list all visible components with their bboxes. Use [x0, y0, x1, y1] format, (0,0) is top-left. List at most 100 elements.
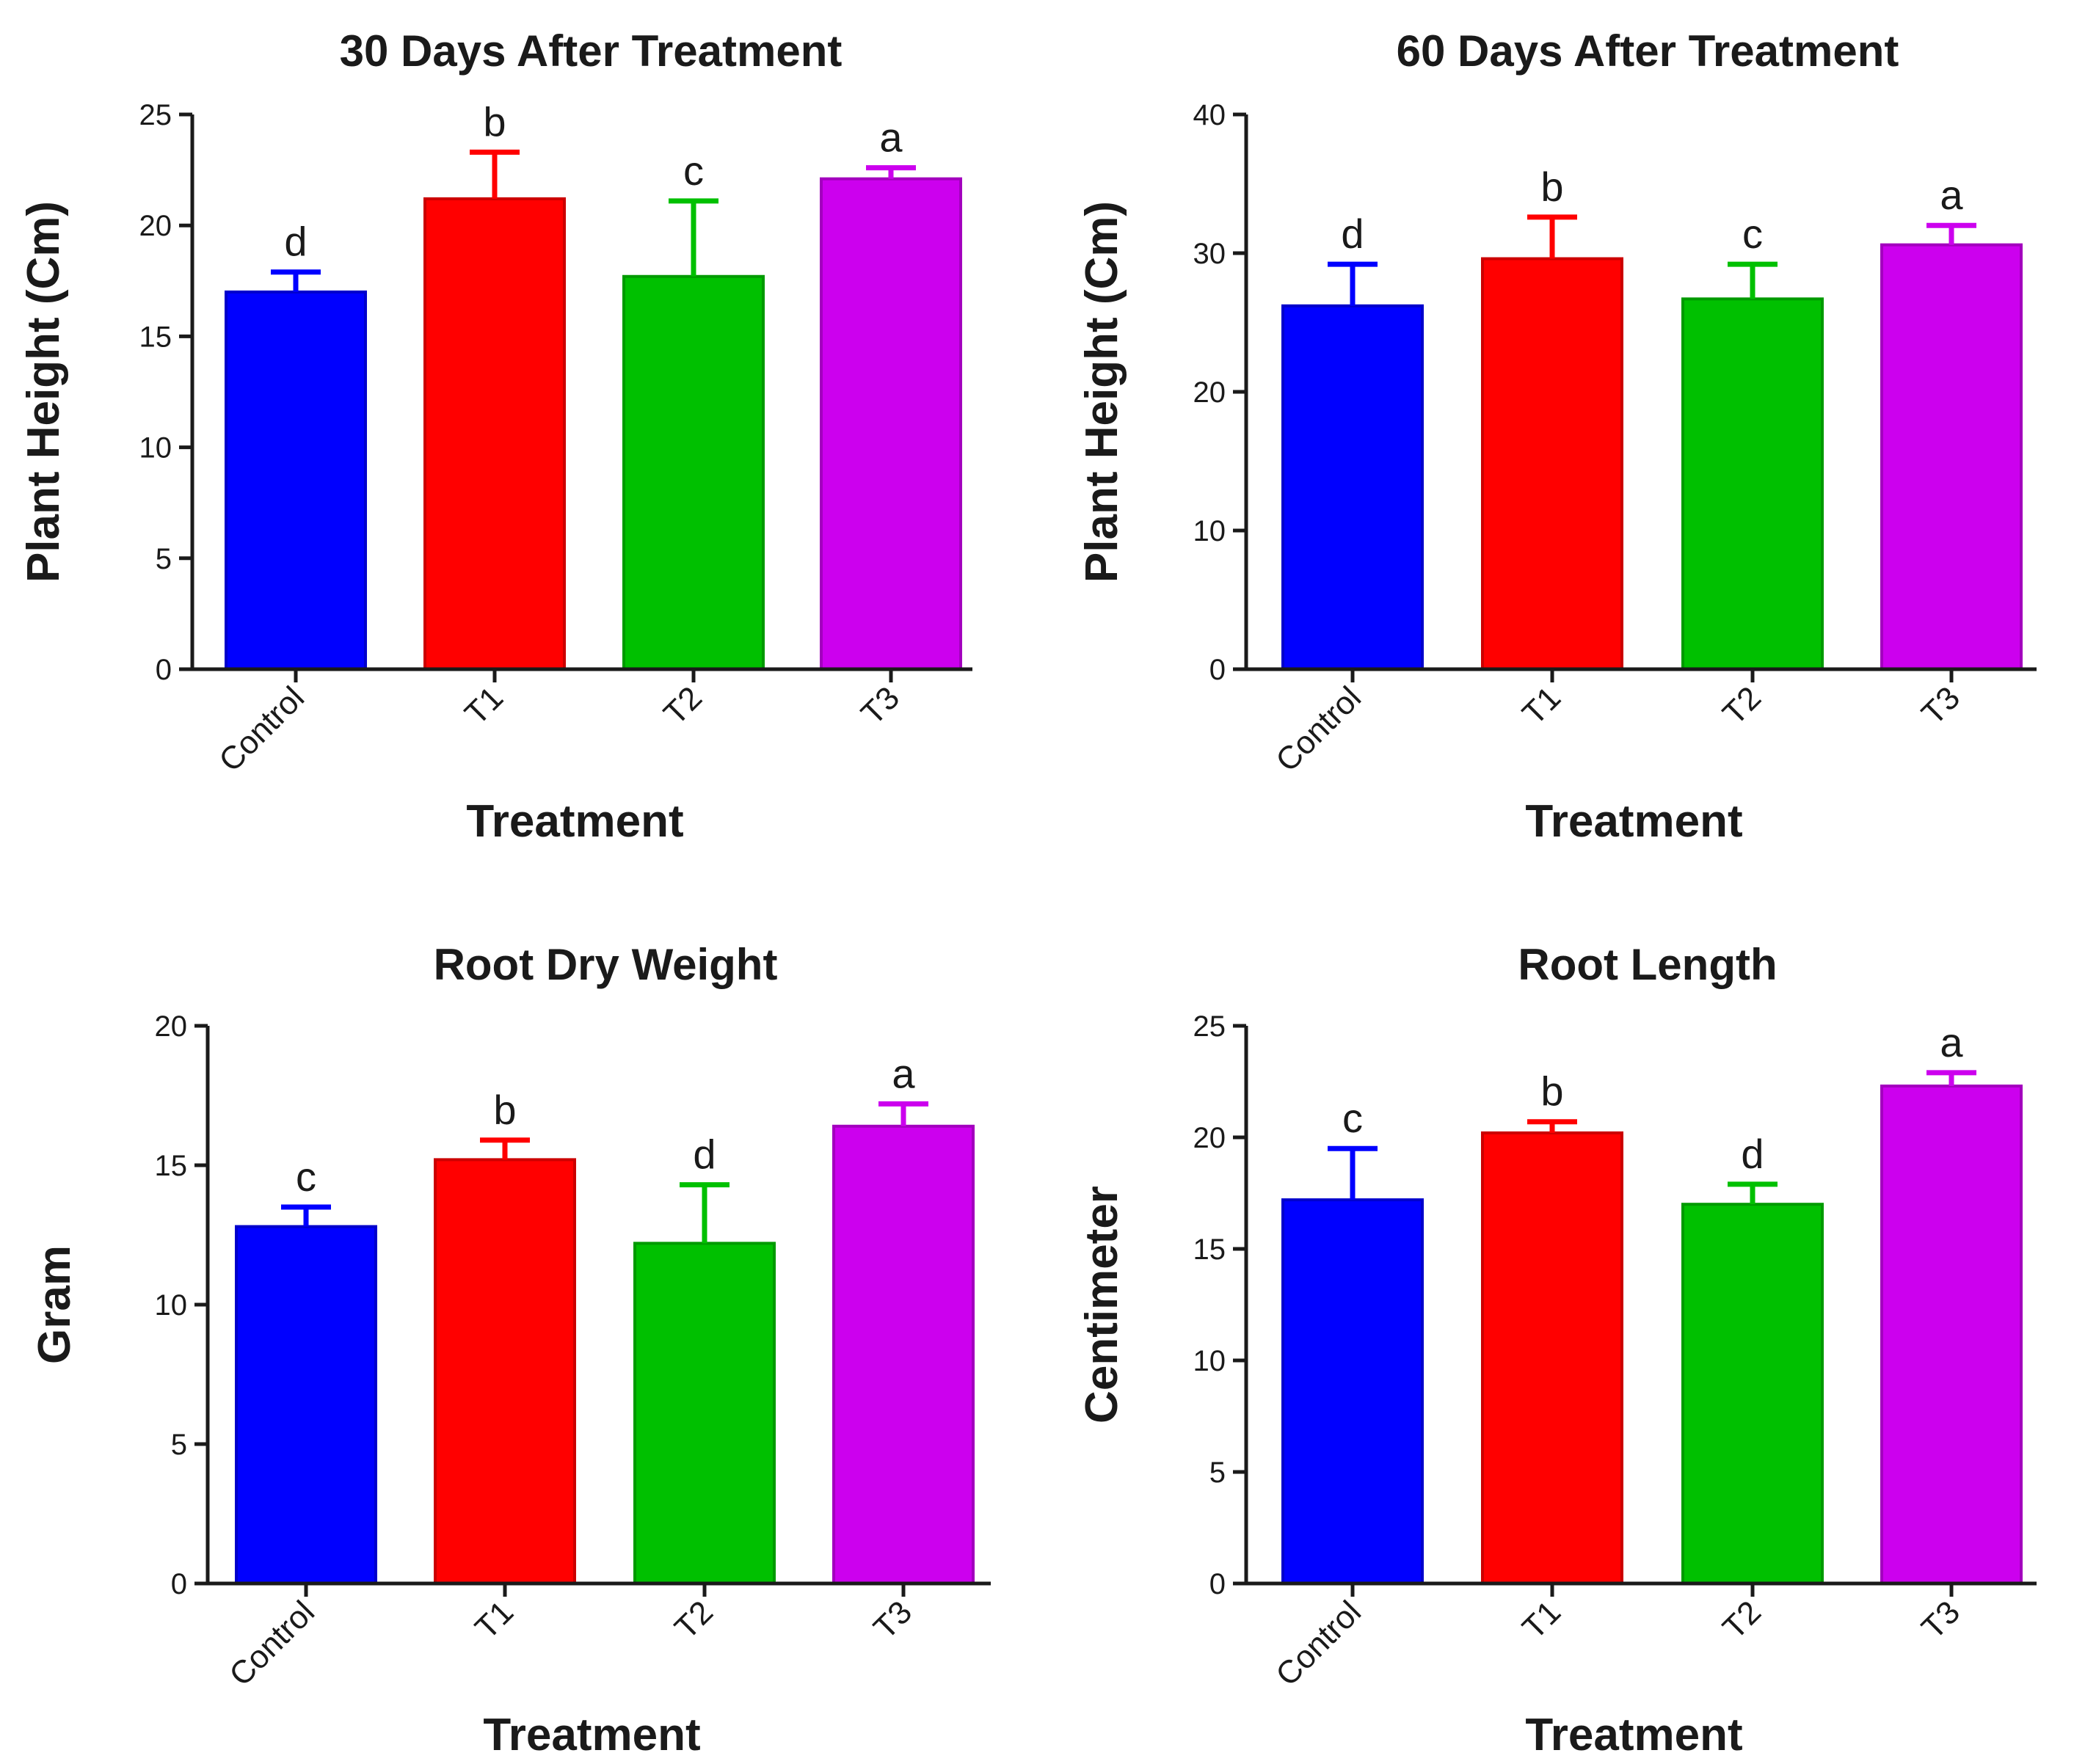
y-tick-label: 0 [156, 654, 172, 686]
y-tick-label: 5 [1209, 1457, 1226, 1489]
bar-group-t2: d [1681, 1131, 1824, 1585]
bar [1281, 304, 1424, 671]
x-tick-label: T2 [1716, 1594, 1768, 1646]
y-axis-label: Plant Height (Cm) [18, 201, 69, 583]
x-axis-label: Treatment [1525, 1710, 1742, 1760]
y-axis-label: Gram [29, 1245, 80, 1364]
y-tick-label: 10 [1193, 515, 1226, 547]
y-tick-label: 15 [155, 1150, 188, 1182]
y-tick-label: 20 [155, 1010, 188, 1043]
y-tick-label: 10 [155, 1289, 188, 1322]
bar [434, 1158, 576, 1585]
y-tick-label: 20 [139, 210, 172, 242]
bar [1481, 257, 1623, 671]
significance-label: b [1540, 1068, 1563, 1115]
x-tick-label: T3 [867, 1594, 919, 1646]
significance-label: b [493, 1087, 516, 1133]
x-tick-label: T3 [854, 679, 906, 732]
x-tick-label: Control [1269, 1594, 1368, 1693]
y-tick-label: 25 [1193, 1010, 1226, 1043]
y-axis-label: Plant Height (Cm) [1077, 201, 1127, 583]
y-tick-label: 20 [1193, 376, 1226, 409]
significance-label: c [1342, 1095, 1363, 1141]
bar [832, 1124, 975, 1586]
y-axis-label: Centimeter [1077, 1186, 1127, 1424]
chart-panel-3: Root Dry Weight Gram c b d a 0 5 10 15 20 Control T1… [29, 940, 991, 1760]
x-tick-label: T3 [1915, 1594, 1967, 1646]
y-tick-label: 25 [139, 99, 172, 131]
bar-group-control: d [1281, 211, 1424, 671]
x-tick-label: T2 [668, 1594, 720, 1646]
bar [235, 1225, 377, 1585]
bar-group-t2: d [633, 1131, 776, 1586]
x-tick-label: Control [212, 679, 311, 779]
significance-label: d [284, 219, 307, 265]
bar [1681, 1203, 1824, 1585]
significance-label: a [1940, 172, 1963, 218]
bar-group-t1: b [1481, 164, 1623, 671]
bar [1481, 1131, 1623, 1586]
x-tick-label: T1 [1516, 679, 1568, 732]
bar [1880, 243, 2023, 671]
x-tick-label: T1 [468, 1594, 520, 1646]
chart-title: 30 Days After Treatment [340, 26, 843, 76]
x-axis-label: Treatment [1525, 796, 1742, 847]
x-axis-label: Treatment [483, 1710, 700, 1760]
y-tick-label: 30 [1193, 238, 1226, 270]
x-tick-label: Control [1269, 679, 1368, 779]
bar-group-control: c [235, 1153, 377, 1585]
chart-panel-2: 60 Days After Treatment Plant Height (Cm)… [1077, 26, 2037, 847]
y-tick-label: 10 [1193, 1345, 1226, 1377]
x-tick-label: Control [222, 1594, 321, 1693]
significance-label: c [683, 147, 704, 194]
significance-label: d [693, 1131, 716, 1178]
bar [622, 274, 765, 671]
significance-label: a [879, 114, 903, 161]
significance-label: b [483, 98, 506, 145]
bar-group-t3: a [820, 114, 962, 671]
bar-group-t1: b [1481, 1068, 1623, 1586]
bar-group-t3: a [1880, 1019, 2023, 1585]
y-tick-label: 0 [1209, 654, 1226, 686]
bar-group-control: d [225, 219, 367, 671]
significance-label: c [296, 1153, 316, 1200]
chart-panel-4: Root Length Centimeter c b d a 0 5 10 15 20 25 Contr… [1077, 940, 2037, 1760]
bar [1681, 297, 1824, 671]
bar-group-t2: c [622, 147, 765, 671]
bar-group-t3: a [832, 1050, 975, 1586]
bar-group-t2: c [1681, 211, 1824, 671]
bar-group-t1: b [434, 1087, 576, 1585]
bar [820, 177, 962, 671]
x-tick-label: T1 [458, 679, 510, 732]
bar [225, 290, 367, 671]
significance-label: a [892, 1050, 915, 1096]
y-tick-label: 5 [156, 543, 172, 575]
x-axis-label: Treatment [466, 796, 683, 847]
bar [1880, 1085, 2023, 1585]
y-tick-label: 15 [139, 321, 172, 353]
bar [1281, 1198, 1424, 1585]
significance-label: d [1341, 211, 1364, 257]
significance-label: c [1742, 211, 1763, 257]
y-tick-label: 20 [1193, 1122, 1226, 1154]
x-tick-label: T3 [1915, 679, 1967, 732]
chart-title: 60 Days After Treatment [1397, 26, 1899, 76]
chart-panel-1: 30 Days After Treatment Plant Height (Cm)… [18, 26, 972, 847]
chart-title: Root Dry Weight [434, 940, 778, 989]
x-tick-label: T2 [657, 679, 709, 732]
x-tick-label: T1 [1516, 1594, 1568, 1646]
bar [633, 1242, 776, 1586]
y-tick-label: 0 [171, 1568, 187, 1600]
significance-label: b [1540, 164, 1563, 210]
bar-group-control: c [1281, 1095, 1424, 1585]
y-tick-label: 5 [171, 1429, 187, 1461]
chart-title: Root Length [1518, 940, 1777, 989]
y-tick-label: 40 [1193, 99, 1226, 131]
bar [423, 197, 566, 671]
y-tick-label: 0 [1209, 1568, 1226, 1600]
bar-group-t1: b [423, 98, 566, 671]
bar-group-t3: a [1880, 172, 2023, 671]
significance-label: a [1940, 1019, 1963, 1065]
y-tick-label: 15 [1193, 1233, 1226, 1266]
